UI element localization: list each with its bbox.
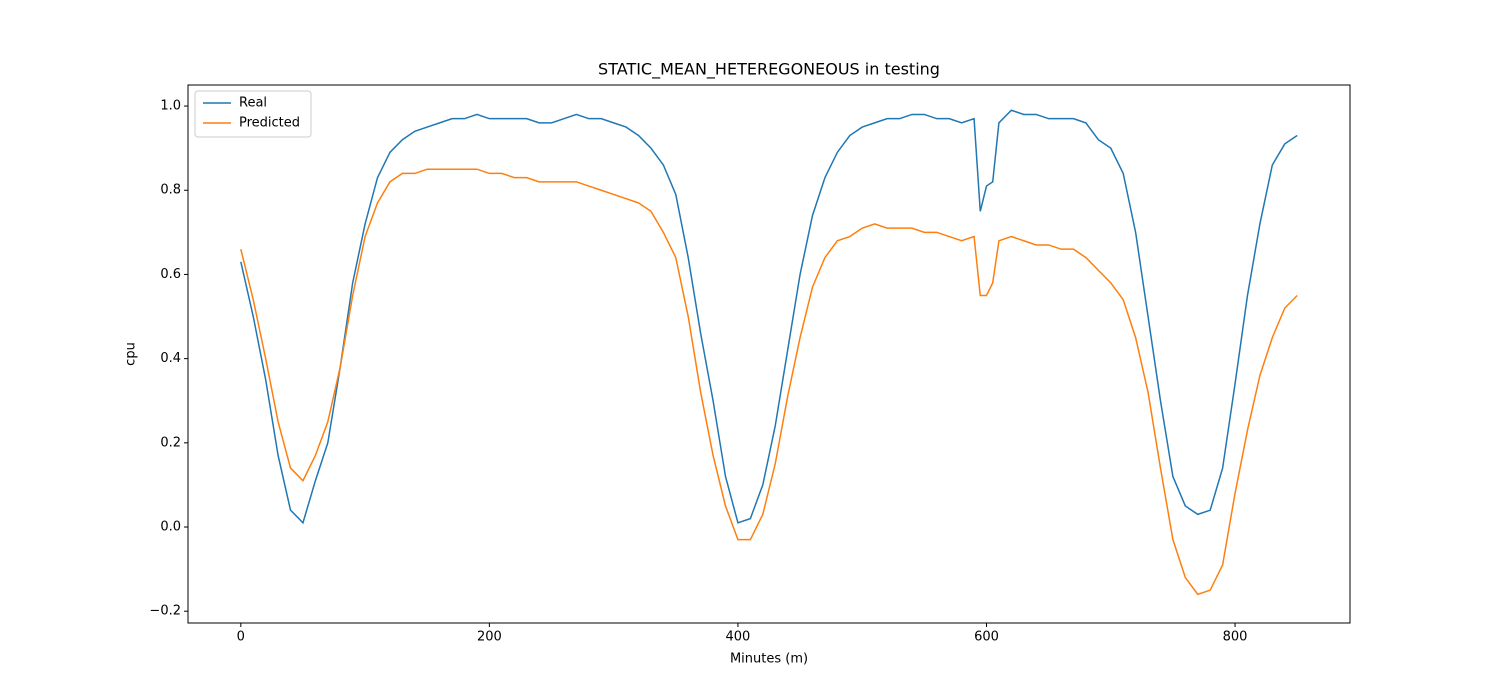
y-tick-label: 0.8 xyxy=(160,183,181,198)
x-tick-label: 0 xyxy=(237,630,245,645)
y-tick-label: 0.0 xyxy=(160,520,181,535)
data-line xyxy=(240,109,1298,525)
x-tick-label: 400 xyxy=(726,630,751,645)
y-tick-label: 1.0 xyxy=(160,99,181,114)
chart-title: STATIC_MEAN_HETEREGONEOUS in testing xyxy=(598,60,940,80)
x-tick-label: 200 xyxy=(477,630,502,645)
x-tick-label: 800 xyxy=(1223,630,1248,645)
x-tick-label: 600 xyxy=(974,630,999,645)
y-axis-label: cpu xyxy=(124,342,139,366)
y-tick-label: 0.4 xyxy=(160,351,181,366)
y-tick-label: 0.2 xyxy=(160,435,181,450)
plot-frame xyxy=(187,84,1351,624)
y-tick-label: 0.6 xyxy=(160,267,181,282)
x-axis-label: Minutes (m) xyxy=(730,652,808,667)
legend-label: Predicted xyxy=(239,116,300,131)
y-tick-label: −0.2 xyxy=(149,604,181,619)
data-line xyxy=(240,168,1298,596)
legend-label: Real xyxy=(239,96,267,111)
